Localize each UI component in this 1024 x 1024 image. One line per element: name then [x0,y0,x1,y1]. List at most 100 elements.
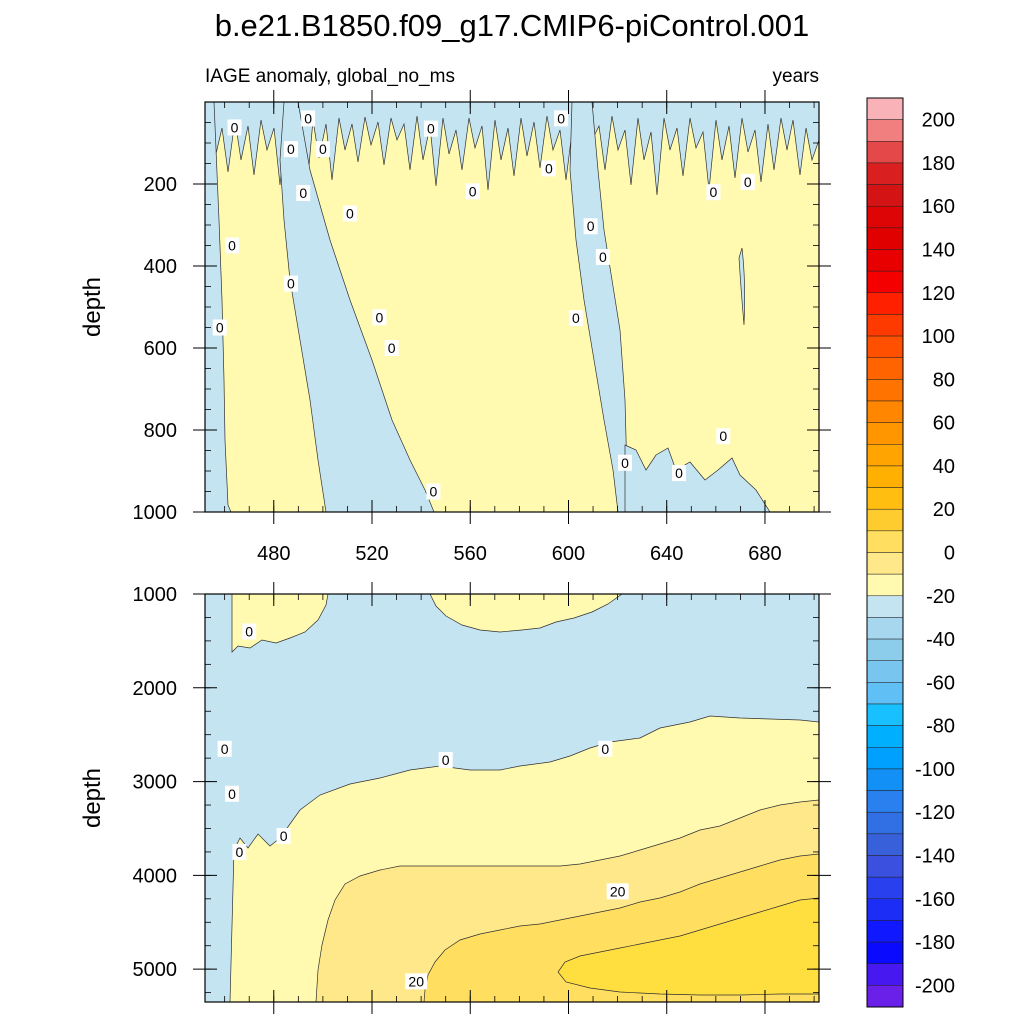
x-tick-label: 560 [454,543,487,565]
contour-label-bg [617,454,632,471]
colorbar-segment [866,573,904,597]
contour-label-bg [672,465,687,482]
contour-label-bg [315,141,330,158]
contour-label-bg [606,883,629,900]
colorbar-label: -80 [926,716,955,738]
upper-negative-isolated-cell [738,247,746,326]
colorbar-label: -120 [915,802,955,824]
contour-label: 20 [408,973,424,989]
contour-label: 0 [442,752,450,768]
y-tick-label: 1000 [133,502,178,524]
colorbar-segment [866,97,904,120]
contour-label: 0 [587,218,595,234]
colorbar-segment [866,985,904,1008]
colorbar-segment [866,617,904,640]
colorbar-segment [866,444,904,467]
contour-label: 0 [245,624,253,640]
contour-label-bg [595,248,610,265]
colorbar-segment [866,920,904,943]
x-tick-label: 680 [748,543,781,565]
contour-label-bg [225,237,240,254]
colorbar-segment [866,660,904,683]
contour-label-bg [372,309,387,326]
contour-label: 0 [557,110,565,126]
x-tick-label: 480 [257,543,290,565]
lower-negative-region [205,594,819,1002]
colorbar-segment [866,768,904,791]
contour-label: 0 [572,310,580,326]
colorbar-segment [866,119,904,142]
colorbar-segment [866,638,904,661]
contour-label-bg [438,752,453,769]
contour-label: 0 [621,455,629,471]
contour-label: 0 [231,119,239,135]
colorbar-segment [866,941,904,964]
colorbar-segment [866,141,904,164]
contour-label-bg [301,110,316,127]
colorbar-label: -180 [915,932,955,954]
contour-label: 0 [719,428,727,444]
contour-label: 0 [469,183,477,199]
contour-label-bg [212,319,227,336]
contour-label-bg [465,183,480,200]
colorbar-segment [866,184,904,207]
upper-negative-left-column [205,102,232,512]
contour-label: 0 [319,141,327,157]
colorbar-label: -60 [926,672,955,694]
contour-label-bg [706,184,721,201]
colorbar-segment [866,270,904,294]
contour-label: 0 [709,184,717,200]
variable-label: IAGE anomaly, global_no_ms [205,66,455,87]
lower-ylabel: depth [79,768,106,828]
colorbar-segment [866,227,904,250]
contour-label-bg [426,483,441,500]
colorbar-segment [866,465,904,488]
colorbar-segment [866,508,904,532]
contour-label: 0 [287,141,295,157]
colorbar-segment [866,790,904,813]
contour-label-bg [283,275,298,292]
colorbar-label: -100 [915,759,955,781]
colorbar-label: 120 [922,283,955,305]
colorbar-label: -40 [926,629,955,651]
contour-label: 0 [228,238,236,254]
y-tick-label: 1000 [133,584,178,606]
colorbar-segment [866,747,904,770]
contour-label-bg [296,185,311,202]
colorbar-label: 60 [933,413,955,435]
units-label: years [773,66,819,87]
contour-label-bg [541,160,556,177]
colorbar-label: 180 [922,153,955,175]
y-tick-label: 200 [144,174,177,196]
colorbar-label: -20 [926,586,955,608]
contour-label: 0 [599,249,607,265]
colorbar-segment [866,855,904,878]
contour-label: 0 [304,110,312,126]
contour-label: 0 [235,844,243,860]
colorbar-segment [866,833,904,856]
colorbar-segment [866,162,904,185]
contour-label: 0 [430,484,438,500]
colorbar-label: 200 [922,110,955,132]
colorbar-segment [866,811,904,835]
contour-label-bg [283,141,298,158]
contour-label: 0 [346,206,354,222]
x-tick-label: 640 [650,543,683,565]
contour-label-bg [342,205,357,222]
colorbar-label: 40 [933,456,955,478]
lower-panel: 0 0 0 0 0 0 0 20 20 1000 2000 3000 4000 5000 depth [79,582,831,1014]
colorbar-segment [866,530,904,553]
colorbar-segment [866,357,904,380]
y-tick-label: 600 [144,338,177,360]
contour-label-bg [242,623,257,640]
lower-contour-labels: 0 0 0 0 0 0 0 20 20 [217,623,629,990]
colorbar-frame [866,97,904,1008]
colorbar-segment [866,963,904,986]
colorbar-segment [866,703,904,726]
colorbar-label: 140 [922,240,955,262]
colorbar-segment [866,205,904,229]
colorbar-segment [866,487,904,510]
